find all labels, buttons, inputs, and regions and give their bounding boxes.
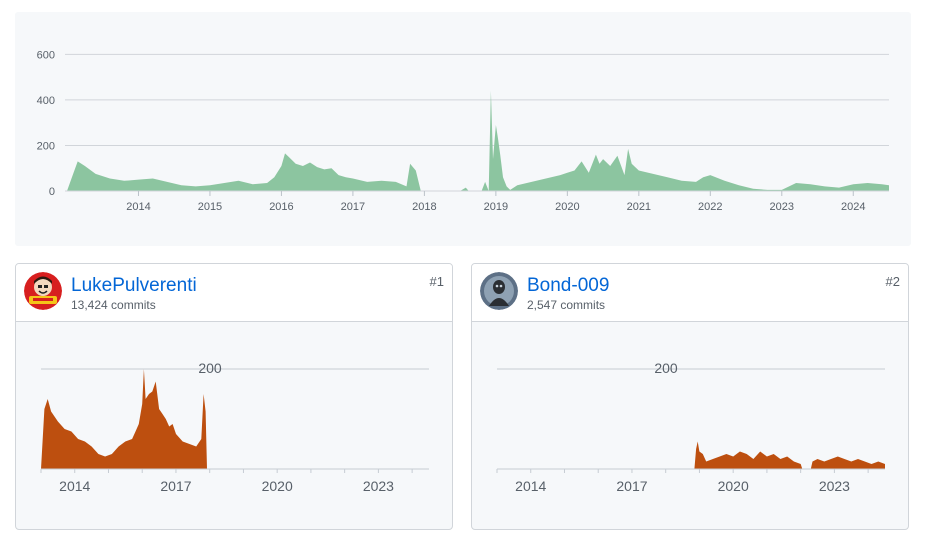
x-tick-label: 2018 [412,201,436,213]
avatar[interactable] [24,272,62,310]
contributor-card-header: Bond-009 2,547 commits #2 [472,264,908,322]
y-tick-label: 200 [198,360,222,376]
contributor-name-link[interactable]: LukePulverenti [71,275,197,296]
x-tick-label: 2014 [59,478,90,494]
x-tick-label: 2020 [262,478,293,494]
x-tick-label: 2017 [341,201,365,213]
x-tick-label: 2017 [616,478,647,494]
series-area [41,369,207,469]
x-tick-label: 2020 [718,478,749,494]
y-tick-label: 200 [654,360,678,376]
x-tick-label: 2019 [484,201,508,213]
x-tick-label: 2023 [363,478,394,494]
x-tick-label: 2015 [198,201,222,213]
contributor-name-link[interactable]: Bond-009 [527,275,610,296]
contributor-card-1: LukePulverenti 13,424 commits #1 200 2014… [15,263,453,530]
series-area [694,441,885,469]
x-tick-label: 2022 [698,201,722,213]
avatar-bazinga-icon [24,272,62,310]
x-tick-label: 2021 [627,201,651,213]
series-area [67,90,889,191]
commit-count: 13,424 commits [71,298,156,312]
rank-badge: #2 [885,274,900,289]
contributions-overview-panel: 0 200 400 600 2014 2015 2016 2017 2018 2019 2020 20… [15,12,911,246]
contributor-card-header: LukePulverenti 13,424 commits #1 [16,264,452,322]
x-tick-label: 2023 [819,478,850,494]
avatar[interactable] [480,272,518,310]
y-tick-label: 200 [37,140,55,152]
y-tick-label: 400 [37,95,55,107]
contributor-1-chart[interactable]: 200 2014 2017 2020 2023 [16,321,453,530]
commit-count: 2,547 commits [527,298,606,312]
x-tick-label: 2017 [160,478,191,494]
x-tick-label: 2024 [841,201,865,213]
x-tick-label: 2020 [555,201,579,213]
contributor-card-2: Bond-009 2,547 commits #2 200 2014 2017 202… [471,263,909,530]
contributor-2-chart[interactable]: 200 2014 2017 2020 2023 [472,321,909,530]
rank-badge: #1 [429,274,444,289]
x-tick-label: 2014 [515,478,546,494]
x-tick-label: 2023 [770,201,794,213]
y-tick-label: 600 [37,49,55,61]
x-tick-label: 2014 [126,201,150,213]
y-tick-label: 0 [49,186,55,198]
x-tick-label: 2016 [269,201,293,213]
avatar-figure-icon [480,272,518,310]
contributions-chart[interactable]: 0 200 400 600 2014 2015 2016 2017 2018 2019 2020 20… [15,12,911,246]
